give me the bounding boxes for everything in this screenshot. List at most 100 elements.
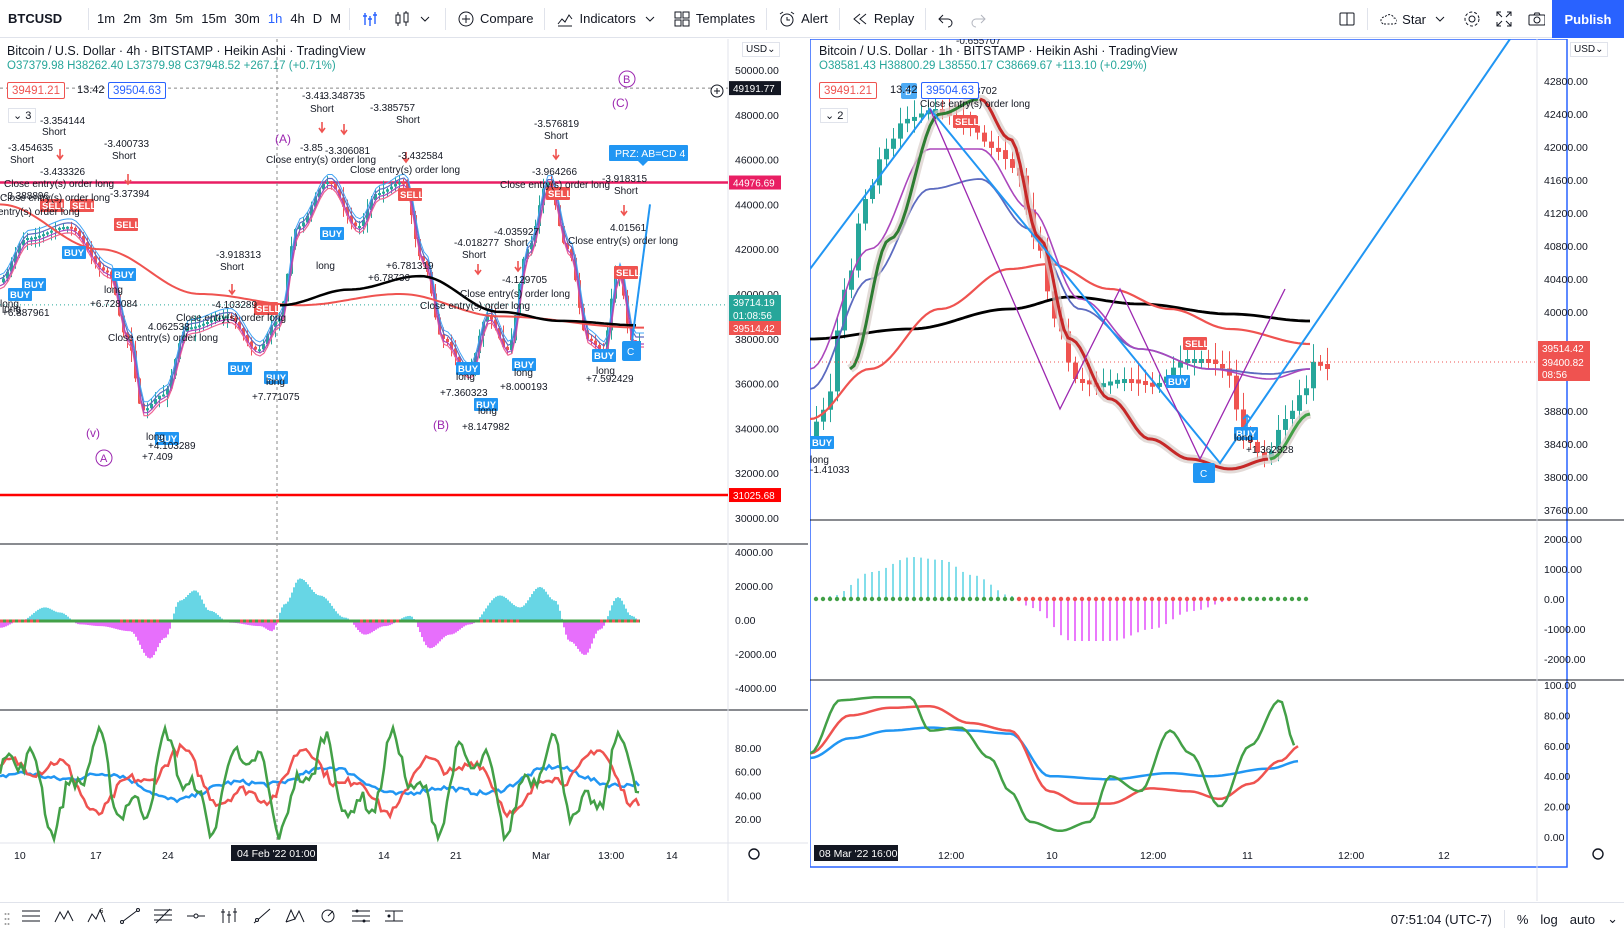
ray-tool[interactable] (245, 906, 278, 932)
templates-button[interactable]: Templates (666, 10, 762, 28)
left-buy-button[interactable]: 39504.63 (108, 82, 166, 99)
signal-badge (456, 362, 480, 375)
price-tick: 40800.00 (1544, 241, 1588, 253)
heikin-ashi-candle (346, 206, 349, 216)
publish-button[interactable]: Publish (1552, 0, 1624, 38)
interval-D[interactable]: D (312, 11, 323, 26)
heikin-ashi-candle (1066, 331, 1071, 363)
strategy-annotation: +8.147982 (462, 422, 510, 433)
signal-dot (911, 596, 917, 602)
bar-style-button[interactable] (354, 10, 386, 28)
percent-toggle[interactable]: % (1516, 911, 1529, 927)
right-chart-pane[interactable]: 42800.00 42400.00 42000.00 41600.00 41200.00… (810, 39, 1624, 901)
alert-button[interactable]: Alert (771, 10, 835, 28)
right-buy-button[interactable]: 39504.63 (921, 82, 979, 99)
left-sell-button[interactable]: 39491.21 (7, 82, 65, 99)
xabcd-tool[interactable] (278, 906, 311, 932)
interval-1h[interactable]: 1h (267, 11, 283, 26)
heikin-ashi-candle (919, 113, 924, 118)
signal-dot (378, 619, 381, 623)
interval-3m[interactable]: 3m (149, 11, 168, 26)
strategy-annotation: -3.454635 (8, 143, 53, 154)
strategy-annotation: +7.771075 (252, 392, 300, 403)
interval-4h[interactable]: 4h (290, 11, 305, 26)
buy-price: 39504.63 (926, 84, 974, 97)
divider (1367, 8, 1369, 30)
fullscreen-button[interactable] (1488, 10, 1520, 28)
price-tag (729, 308, 781, 322)
signal-dot (318, 619, 321, 623)
circle-tool[interactable] (311, 906, 344, 932)
replay-button[interactable]: Replay (844, 10, 921, 28)
heikin-ashi-candle (162, 394, 165, 397)
line-tool[interactable] (113, 906, 146, 932)
strategy-annotation: Close entry(s) order long (460, 289, 570, 300)
left-legend: Bitcoin / U.S. Dollar · 4h · BITSTAMP · … (7, 44, 365, 72)
heikin-ashi-candle (1199, 359, 1204, 363)
heikin-ashi-candle (1192, 359, 1197, 363)
signal-dot (606, 619, 609, 623)
fib-tool[interactable] (146, 906, 179, 932)
signal-dot (876, 596, 882, 602)
cursor-lines-tool[interactable] (14, 906, 47, 932)
star-button[interactable]: Star (1372, 10, 1456, 28)
horizontal-line-tool[interactable] (179, 906, 212, 932)
right-chart-canvas[interactable]: 42800.00 42400.00 42000.00 41600.00 41200.00… (810, 39, 1624, 901)
indicators-button[interactable]: Indicators (549, 10, 665, 28)
pattern-tool[interactable]: 5 (80, 906, 113, 932)
short-arrow-icon (620, 205, 628, 217)
trend-tool[interactable] (47, 906, 80, 932)
strategy-annotation: Close entry(s) order long (4, 179, 114, 190)
right-sell-button[interactable]: 39491.21 (819, 82, 877, 99)
interval-15m[interactable]: 15m (201, 11, 227, 26)
interval-5m[interactable]: 5m (175, 11, 194, 26)
drag-handle-icon[interactable] (0, 906, 14, 932)
left-indicator-toggle[interactable]: ⌄ 3 (8, 108, 37, 123)
low-value: L37379.98 (126, 60, 181, 72)
interval-M[interactable]: M (330, 11, 342, 26)
signal-dot (981, 596, 987, 602)
left-chart-pane[interactable]: 50000.00 48000.00 46000.00 44000.00 42000.00… (0, 39, 808, 901)
signal-dot (946, 596, 952, 602)
signal-dot (462, 619, 465, 623)
time-cursor-box (814, 845, 898, 861)
symbol-search[interactable]: BTCUSD (0, 11, 84, 26)
signal-label: BUY (812, 438, 833, 449)
osc-tick: -2000.00 (1544, 654, 1586, 666)
log-toggle[interactable]: log (1540, 911, 1558, 927)
auto-toggle[interactable]: auto (1569, 911, 1596, 927)
stoch-blue-line (810, 726, 1299, 781)
heikin-ashi-candle (150, 403, 153, 409)
heikin-ashi-candle (278, 318, 281, 322)
ma-blue-line (0, 177, 644, 407)
signal-dot (890, 596, 896, 602)
time-tick: 12:00 (1338, 850, 1364, 862)
heikin-ashi-candle (594, 340, 597, 345)
price-tag-label: 08:56 (1542, 370, 1567, 381)
chevron-down-icon[interactable]: ⌄ (1607, 911, 1618, 926)
left-currency-select[interactable]: USD⌄ (742, 42, 780, 57)
snapshot-button[interactable] (1520, 10, 1552, 28)
redo-button[interactable] (962, 10, 994, 28)
bars-tool[interactable] (212, 906, 245, 932)
left-chart-canvas[interactable]: 50000.00 48000.00 46000.00 44000.00 42000.00… (0, 39, 808, 901)
chart-type-button[interactable] (386, 10, 441, 28)
interval-2m[interactable]: 2m (123, 11, 142, 26)
settings-button[interactable] (1456, 10, 1488, 28)
signal-dot (60, 619, 63, 623)
interval-1m[interactable]: 1m (97, 11, 116, 26)
redo-icon (969, 10, 987, 28)
right-indicator-toggle[interactable]: ⌄ 2 (820, 108, 849, 123)
undo-button[interactable] (930, 10, 962, 28)
signal-dot (306, 619, 309, 623)
interval-30m[interactable]: 30m (234, 11, 260, 26)
layout-button[interactable] (1331, 10, 1363, 28)
sell-price: 39491.21 (824, 84, 872, 97)
heikin-ashi-candle (506, 346, 509, 350)
signal-label: BUY (476, 400, 497, 411)
signal-dot (450, 619, 453, 623)
position-tool[interactable] (344, 906, 377, 932)
right-currency-select[interactable]: USD⌄ (1570, 42, 1608, 57)
compare-button[interactable]: Compare (450, 10, 540, 28)
range-tool[interactable] (377, 906, 410, 932)
